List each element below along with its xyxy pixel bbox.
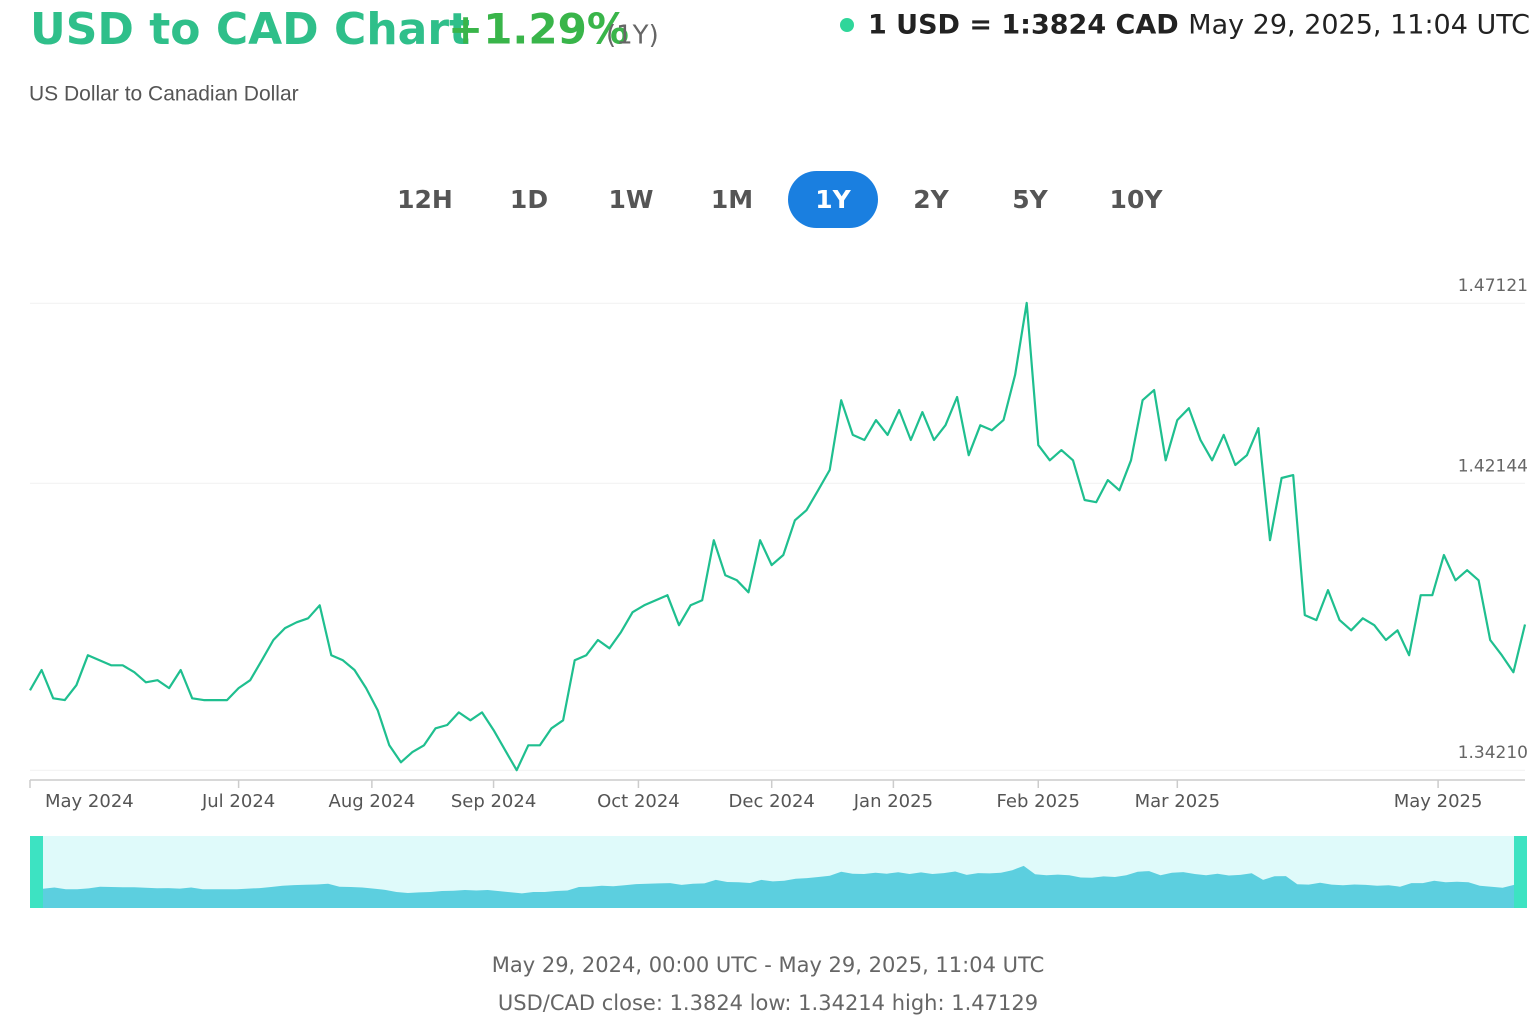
rate: 1 USD = 1:3824 CAD bbox=[868, 10, 1179, 41]
period: (1Y) bbox=[606, 21, 659, 51]
y-tick-label: 1.34210 bbox=[1458, 743, 1528, 763]
plot: 1.47121 1.42144 1.34210 May 2024 Jul 2024 Aug… bbox=[29, 276, 1528, 908]
x-tick-label: Aug 2024 bbox=[329, 791, 416, 812]
range-button[interactable]: 10Y bbox=[1110, 185, 1164, 214]
x-tick-label: Jul 2024 bbox=[201, 791, 275, 812]
range-button-active[interactable] bbox=[788, 171, 878, 228]
x-tick-label: Mar 2025 bbox=[1135, 791, 1221, 812]
x-tick-label: Oct 2024 bbox=[597, 791, 680, 812]
navigator-handle[interactable] bbox=[1514, 836, 1527, 908]
x-tick-label: Jan 2025 bbox=[853, 791, 933, 812]
navigator-handle[interactable] bbox=[30, 836, 43, 908]
change: +1.29% bbox=[448, 5, 629, 54]
title: USD to CAD Chart bbox=[30, 4, 470, 55]
timestamp: May 29, 2025, 11:04 UTC bbox=[1188, 10, 1530, 41]
range-button[interactable]: 5Y bbox=[1012, 185, 1048, 214]
range-button[interactable]: 1D bbox=[510, 185, 548, 214]
price-line bbox=[29, 301, 1527, 772]
range-button[interactable]: 1Y bbox=[815, 185, 851, 214]
y-tick-label: 1.42144 bbox=[1458, 456, 1528, 476]
footer-range: May 29, 2024, 00:00 UTC - May 29, 2025, … bbox=[492, 953, 1045, 977]
range-button[interactable]: 2Y bbox=[913, 185, 949, 214]
navigator-area bbox=[43, 865, 1514, 908]
x-tick-label: May 2025 bbox=[1394, 791, 1483, 812]
range-button[interactable]: 1W bbox=[609, 185, 654, 214]
range-button[interactable]: 1M bbox=[711, 185, 753, 214]
x-tick-label: Feb 2025 bbox=[997, 791, 1080, 812]
footer-stats: USD/CAD close: 1.3824 low: 1.34214 high:… bbox=[498, 991, 1038, 1015]
range-buttons: 12H 1D 1W 1M 1Y 2Y 5Y 10Y bbox=[397, 171, 1163, 228]
range-button[interactable]: 12H bbox=[397, 185, 453, 214]
live-dot bbox=[840, 18, 854, 32]
subtitle: US Dollar to Canadian Dollar bbox=[29, 83, 299, 106]
x-tick-label: Sep 2024 bbox=[451, 791, 536, 812]
x-tick-label: May 2024 bbox=[45, 791, 134, 812]
y-tick-label: 1.47121 bbox=[1458, 276, 1528, 296]
x-tick-label: Dec 2024 bbox=[729, 791, 815, 812]
